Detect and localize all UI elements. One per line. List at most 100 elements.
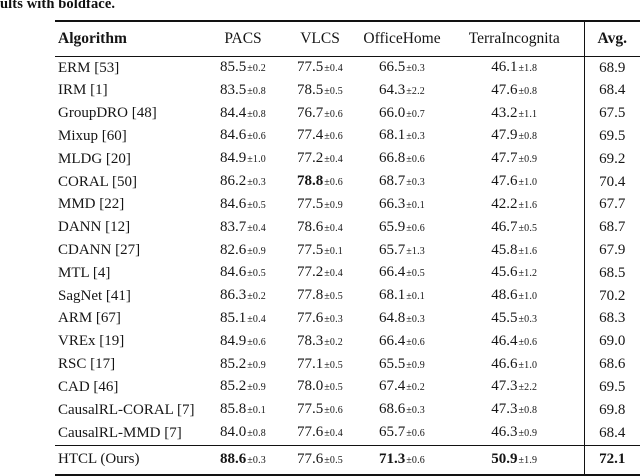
table-row: CausalRL-CORAL [7] 85.8±0.1 77.5±0.6 68.6±0… bbox=[55, 399, 640, 422]
score-std: ±0.8 bbox=[247, 108, 267, 120]
score-cell: 46.7±0.5 bbox=[445, 217, 584, 240]
score-value: 64.8 bbox=[378, 309, 406, 326]
score-cell: 66.4±0.6 bbox=[359, 331, 445, 354]
table-row: CDANN [27] 82.6±0.9 77.5±0.1 65.7±1.3 45.8±1… bbox=[55, 239, 640, 263]
score-std: ±1.1 bbox=[518, 108, 538, 120]
score-std: ±0.4 bbox=[324, 154, 344, 166]
score-cell: 66.0±0.7 bbox=[359, 103, 445, 126]
score-value: 66.8 bbox=[378, 150, 406, 167]
score-value: 77.5 bbox=[296, 241, 324, 258]
algorithm-cell: MMD [22] bbox=[58, 196, 125, 213]
score-value: 77.1 bbox=[296, 355, 324, 372]
avg-cell: 69.5 bbox=[583, 125, 640, 149]
score-std: ±0.3 bbox=[406, 405, 426, 417]
score-std: ±0.8 bbox=[247, 85, 267, 97]
score-value: 71.3 bbox=[378, 450, 406, 467]
score-cell: 47.3±2.2 bbox=[445, 376, 584, 399]
score-std: ±0.3 bbox=[247, 454, 267, 466]
score-value: 78.6 bbox=[296, 218, 324, 235]
avg-cell: 69.8 bbox=[583, 399, 640, 422]
algorithm-cell: CORAL [50] bbox=[58, 173, 138, 190]
score-std: ±0.6 bbox=[406, 454, 426, 466]
score-value: 77.6 bbox=[296, 309, 324, 326]
algorithm-cell: ERM [53] bbox=[58, 59, 120, 76]
score-value: 78.8 bbox=[296, 173, 324, 190]
score-cell: 64.3±2.2 bbox=[359, 80, 445, 103]
algorithm-cell: HTCL (Ours) bbox=[55, 445, 205, 476]
algorithm-cell: RSC [17] bbox=[58, 356, 116, 373]
results-table: Algorithm PACS VLCS OfficeHome TerraInco… bbox=[55, 20, 640, 476]
col-header-avg: Avg. bbox=[583, 21, 640, 57]
score-cell: 82.6±0.9 bbox=[205, 240, 281, 263]
avg-cell: 72.1 bbox=[583, 445, 640, 476]
score-std: ±0.9 bbox=[247, 382, 267, 394]
score-std: ±1.2 bbox=[518, 268, 538, 280]
avg-cell: 68.6 bbox=[583, 353, 640, 377]
score-cell: 83.7±0.4 bbox=[205, 217, 281, 240]
score-cell: 68.6±0.3 bbox=[359, 399, 445, 422]
score-value: 77.5 bbox=[296, 59, 324, 75]
table-row: CausalRL-MMD [7] 84.0±0.8 77.6±0.4 65.7±0.6… bbox=[55, 422, 640, 446]
score-std: ±0.8 bbox=[247, 428, 267, 439]
score-cell: 43.2±1.1 bbox=[445, 103, 584, 126]
score-std: ±0.1 bbox=[406, 199, 426, 211]
score-std: ±0.1 bbox=[247, 405, 267, 417]
score-cell: 45.5±0.3 bbox=[445, 308, 584, 331]
score-cell: 85.5±0.2 bbox=[205, 57, 281, 80]
score-value: 78.0 bbox=[296, 378, 324, 395]
score-value: 83.5 bbox=[219, 81, 247, 98]
score-cell: 47.9±0.8 bbox=[445, 125, 584, 148]
score-std: ±0.9 bbox=[247, 245, 267, 257]
score-std: ±0.2 bbox=[324, 336, 344, 348]
score-std: ±0.3 bbox=[406, 313, 426, 325]
score-cell: 45.6±1.2 bbox=[445, 262, 584, 285]
score-cell: 65.9±0.6 bbox=[359, 217, 445, 240]
algorithm-cell: IRM [1] bbox=[58, 82, 108, 99]
score-cell: 66.4±0.5 bbox=[359, 262, 445, 285]
score-cell: 66.8±0.6 bbox=[359, 148, 445, 171]
algorithm-cell: ARM [67] bbox=[58, 310, 121, 327]
score-cell: 77.4±0.6 bbox=[281, 125, 359, 148]
col-header-officehome: OfficeHome bbox=[359, 21, 445, 57]
score-std: ±0.1 bbox=[324, 245, 344, 257]
avg-cell: 68.4 bbox=[583, 422, 640, 446]
score-std: ±0.6 bbox=[324, 405, 344, 417]
avg-cell: 69.0 bbox=[583, 330, 640, 354]
score-std: ±1.3 bbox=[406, 245, 426, 257]
score-value: 84.4 bbox=[219, 104, 247, 121]
score-std: ±0.5 bbox=[324, 85, 344, 97]
score-std: ±0.5 bbox=[324, 454, 344, 466]
table-row: MLDG [20] 84.9±1.0 77.2±0.4 66.8±0.6 47.7±0.… bbox=[55, 148, 640, 172]
score-std: ±0.4 bbox=[324, 222, 344, 234]
score-std: ±0.6 bbox=[324, 131, 344, 143]
table-row: ERM [53] 85.5±0.2 77.5±0.4 66.5±0.3 46.1±1.8… bbox=[55, 56, 640, 80]
score-std: ±0.8 bbox=[518, 85, 538, 97]
score-cell: 77.5±0.9 bbox=[281, 194, 359, 217]
score-std: ±0.6 bbox=[324, 177, 344, 189]
score-std: ±0.6 bbox=[406, 428, 426, 439]
score-value: 77.6 bbox=[296, 450, 324, 467]
table-row: HTCL (Ours) 88.6±0.3 77.6±0.5 71.3±0.6 50.9±… bbox=[55, 445, 640, 476]
score-cell: 86.2±0.3 bbox=[205, 171, 281, 194]
score-value: 84.9 bbox=[219, 332, 247, 349]
avg-cell: 70.2 bbox=[583, 285, 640, 308]
score-cell: 47.6±1.0 bbox=[445, 171, 584, 194]
table-row: ARM [67] 85.1±0.4 77.6±0.3 64.8±0.3 45.5±0.3… bbox=[55, 307, 640, 331]
score-cell: 68.1±0.3 bbox=[359, 125, 445, 148]
avg-cell: 69.2 bbox=[583, 148, 640, 172]
score-cell: 77.6±0.5 bbox=[281, 445, 359, 476]
score-std: ±0.3 bbox=[406, 63, 426, 74]
score-std: ±0.5 bbox=[518, 222, 538, 234]
score-cell: 47.3±0.8 bbox=[445, 399, 584, 422]
score-value: 64.3 bbox=[378, 81, 406, 98]
col-header-algorithm: Algorithm bbox=[55, 21, 205, 57]
score-std: ±0.8 bbox=[518, 405, 538, 417]
score-cell: 68.7±0.3 bbox=[359, 171, 445, 194]
score-std: ±0.5 bbox=[324, 359, 344, 371]
score-cell: 84.4±0.8 bbox=[205, 103, 281, 126]
score-std: ±1.0 bbox=[518, 177, 538, 189]
score-cell: 48.6±1.0 bbox=[445, 285, 584, 308]
score-std: ±0.5 bbox=[247, 199, 267, 211]
score-std: ±2.2 bbox=[518, 382, 538, 394]
